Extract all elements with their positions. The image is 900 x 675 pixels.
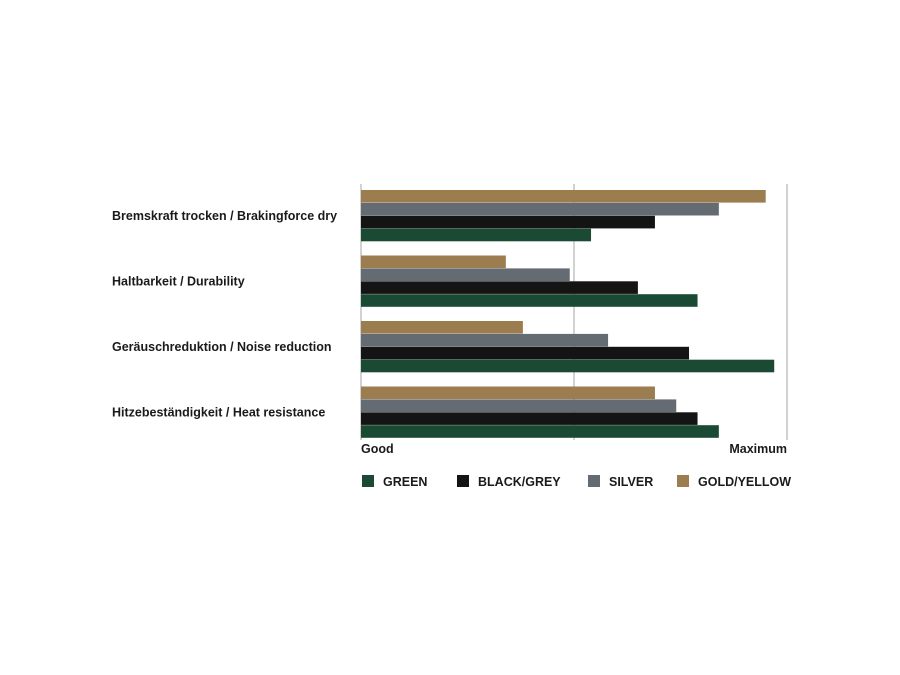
bar-silver-2 bbox=[361, 268, 570, 281]
bar-gold-yellow-1 bbox=[361, 190, 766, 203]
bar-black-grey-1 bbox=[361, 215, 655, 229]
bar-black-grey-3 bbox=[361, 346, 690, 360]
bar-silver-1 bbox=[361, 202, 719, 216]
legend-swatch-gold-yellow bbox=[677, 475, 689, 487]
legend-label-silver: SILVER bbox=[609, 475, 653, 489]
bar-gold-yellow-2 bbox=[361, 255, 506, 269]
legend-label-gold-yellow: GOLD/YELLOW bbox=[698, 475, 791, 489]
bar-green-1 bbox=[361, 228, 592, 242]
bar-green-3 bbox=[361, 359, 775, 373]
category-label-2: Haltbarkeit / Durability bbox=[112, 274, 245, 288]
bar-black-grey-4 bbox=[361, 412, 698, 425]
bar-silver-3 bbox=[361, 333, 609, 347]
bar-black-grey-2 bbox=[361, 281, 638, 294]
legend-swatch-green bbox=[362, 475, 374, 487]
legend-swatch-silver bbox=[588, 475, 600, 487]
category-label-1: Bremskraft trocken / Brakingforce dry bbox=[112, 209, 337, 223]
legend-swatch-black-grey bbox=[457, 475, 469, 487]
category-label-4: Hitzebeständigkeit / Heat resistance bbox=[112, 405, 325, 419]
category-label-3: Geräuschreduktion / Noise reduction bbox=[112, 340, 332, 354]
legend-label-green: GREEN bbox=[383, 475, 427, 489]
bar-green-2 bbox=[361, 294, 698, 307]
bar-green-4 bbox=[361, 425, 719, 438]
x-axis-end-label: Maximum bbox=[729, 442, 787, 456]
x-axis-start-label: Good bbox=[361, 442, 394, 456]
bar-gold-yellow-4 bbox=[361, 386, 655, 400]
bar-silver-4 bbox=[361, 399, 677, 412]
bar-gold-yellow-3 bbox=[361, 321, 523, 334]
legend-label-black-grey: BLACK/GREY bbox=[478, 475, 561, 489]
